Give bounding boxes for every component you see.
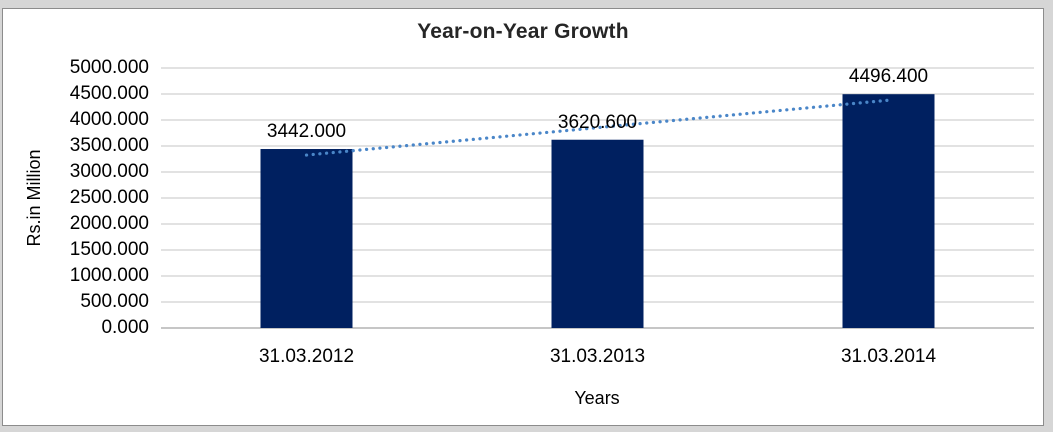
- bar-31.03.2012: [260, 149, 353, 328]
- y-tick-label: 1000.000: [69, 265, 149, 286]
- y-tick-label: 2000.000: [69, 213, 149, 234]
- chart-title: Year-on-Year Growth: [417, 20, 629, 43]
- chart: Year-on-Year Growth Rs.in Million 5000.0…: [2, 8, 1044, 426]
- y-tick-label: 1500.000: [69, 239, 149, 260]
- x-tick-label: 31.03.2014: [840, 346, 937, 367]
- y-tick-label: 3500.000: [69, 135, 149, 156]
- plot-area: [161, 67, 1034, 329]
- y-tick-label: 3000.000: [69, 161, 149, 182]
- x-tick-label: 31.03.2013: [549, 346, 646, 367]
- y-tick-label: 4000.000: [69, 109, 149, 130]
- y-tick-label: 0.000: [101, 317, 149, 338]
- x-axis-title: Years: [574, 388, 620, 408]
- y-tick-label: 4500.000: [69, 83, 149, 104]
- data-label: 4496.400: [848, 66, 929, 88]
- y-tick-label: 2500.000: [69, 187, 149, 208]
- data-label: 3620.600: [557, 111, 638, 133]
- bar-31.03.2013: [551, 139, 644, 328]
- data-label: 3442.000: [266, 121, 347, 143]
- y-tick-label: 5000.000: [69, 57, 149, 78]
- bar-31.03.2014: [842, 94, 935, 329]
- x-tick-label: 31.03.2012: [258, 346, 355, 367]
- y-tick-label: 500.000: [80, 291, 149, 312]
